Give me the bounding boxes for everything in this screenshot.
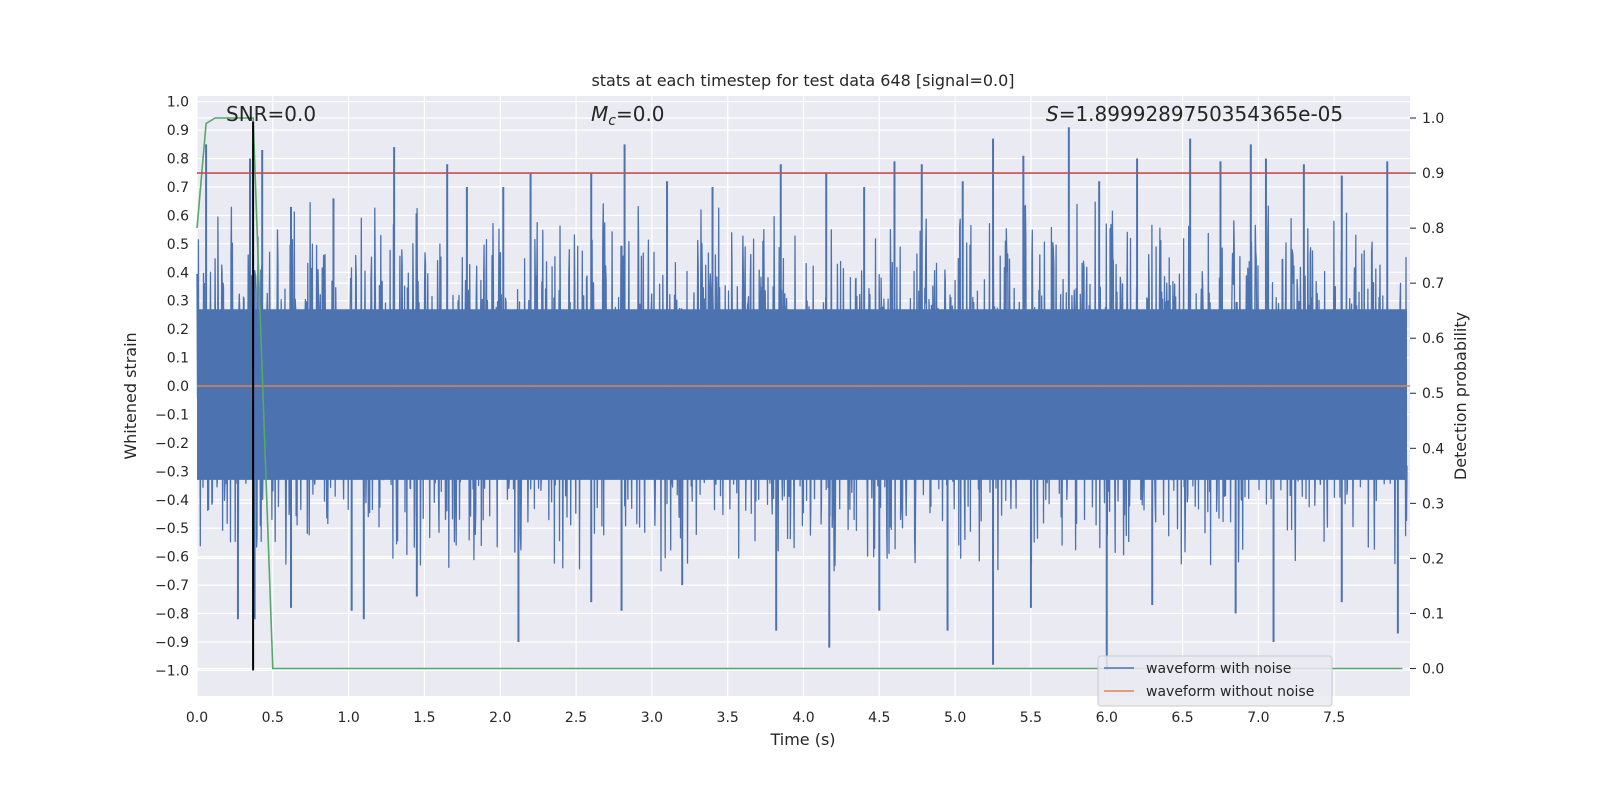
mc-subscript: c <box>608 113 616 129</box>
series-line-detection-probability <box>196 117 1403 670</box>
x-tick-label: 1.5 <box>413 710 435 726</box>
x-tick-label: 6.0 <box>1096 710 1118 726</box>
x-tick-label: 0.5 <box>262 710 284 726</box>
x-tick-label: 2.0 <box>489 710 511 726</box>
y-left-tick-label: 0.4 <box>167 265 189 281</box>
y-right-tick-label: 0.8 <box>1422 221 1444 237</box>
y-left-tick-label: 0.7 <box>167 180 189 196</box>
x-tick-label: 5.5 <box>1020 710 1042 726</box>
y-right-tick-label: 0.9 <box>1422 166 1444 182</box>
y-right-tick-label: 1.0 <box>1422 111 1444 127</box>
legend-label-clean: waveform without noise <box>1146 684 1314 700</box>
line-series-layer <box>196 117 1410 671</box>
chart-title: stats at each timestep for test data 648… <box>591 71 1014 90</box>
noise-series-waveform-with-noise <box>196 127 1408 671</box>
y-left-tick-label: −0.9 <box>155 635 189 651</box>
y-left-tick-label: −0.2 <box>155 436 189 452</box>
annotation-statistic: S=1.8999289750354365e-05 <box>1046 102 1343 126</box>
y-left-tick-label: −0.3 <box>155 464 189 480</box>
y-left-tick-label: 0.6 <box>167 208 189 224</box>
x-tick-label: 5.0 <box>944 710 966 726</box>
x-tick-label: 6.5 <box>1171 710 1193 726</box>
x-tick-label: 7.0 <box>1247 710 1269 726</box>
y-right-tick-label: 0.3 <box>1422 496 1444 512</box>
annotation-chirp-mass: Mc=0.0 <box>591 102 665 129</box>
y-left-tick-label: 0.0 <box>167 379 189 395</box>
y-left-tick-label: −1.0 <box>155 663 189 679</box>
y-left-tick-label: −0.5 <box>155 521 189 537</box>
x-tick-label: 1.0 <box>337 710 359 726</box>
x-tick-label: 7.5 <box>1323 710 1345 726</box>
y-right-tick-label: 0.7 <box>1422 276 1444 292</box>
y-left-tick-label: −0.4 <box>155 493 189 509</box>
y-right-tick-label: 0.2 <box>1422 551 1444 567</box>
y-right-tick-label: 0.5 <box>1422 386 1444 402</box>
y-left-tick-label: −0.6 <box>155 550 189 566</box>
x-tick-label: 2.5 <box>565 710 587 726</box>
y-left-tick-label: −0.1 <box>155 407 189 423</box>
s-symbol: S <box>1046 102 1059 126</box>
mc-symbol: M <box>591 102 608 126</box>
x-axis-label: Time (s) <box>769 730 835 749</box>
y-left-tick-label: 0.1 <box>167 351 189 367</box>
y-left-tick-label: −0.7 <box>155 578 189 594</box>
x-tick-label: 3.5 <box>717 710 739 726</box>
mc-value: =0.0 <box>616 102 665 126</box>
y-right-tick-label: 0.6 <box>1422 331 1444 347</box>
y-right-tick-label: 0.4 <box>1422 441 1444 457</box>
x-tick-label: 4.0 <box>792 710 814 726</box>
y-axis-label-right: Detection probability <box>1451 312 1470 480</box>
legend-label-noise: waveform with noise <box>1146 661 1291 677</box>
y-left-tick-label: 0.9 <box>167 123 189 139</box>
y-right-tick-label: 0.1 <box>1422 606 1444 622</box>
legend-box <box>1097 655 1333 707</box>
annotation-snr: SNR=0.0 <box>226 102 316 126</box>
y-left-tick-label: 1.0 <box>167 95 189 111</box>
legend: waveform with noise waveform without noi… <box>1097 655 1333 707</box>
x-tick-label: 3.0 <box>641 710 663 726</box>
y-right-tick-label: 0.0 <box>1422 661 1444 677</box>
s-value: =1.8999289750354365e-05 <box>1059 102 1343 126</box>
y-left-tick-label: −0.8 <box>155 607 189 623</box>
y-left-tick-label: 0.5 <box>167 237 189 253</box>
x-tick-label: 0.0 <box>186 710 208 726</box>
y-left-tick-label: 0.8 <box>167 152 189 168</box>
y-axis-label-left: Whitened strain <box>121 332 140 459</box>
y-left-tick-label: 0.2 <box>167 322 189 338</box>
noise-core-band <box>197 309 1407 480</box>
y-left-tick-label: 0.3 <box>167 294 189 310</box>
axis-ticks: 0.0 0.5 1.0 1.5 2.0 2.5 3.0 3.5 4.0 4.5 5.0 5.5 6.0 6… <box>155 95 1444 726</box>
x-tick-label: 4.5 <box>868 710 890 726</box>
